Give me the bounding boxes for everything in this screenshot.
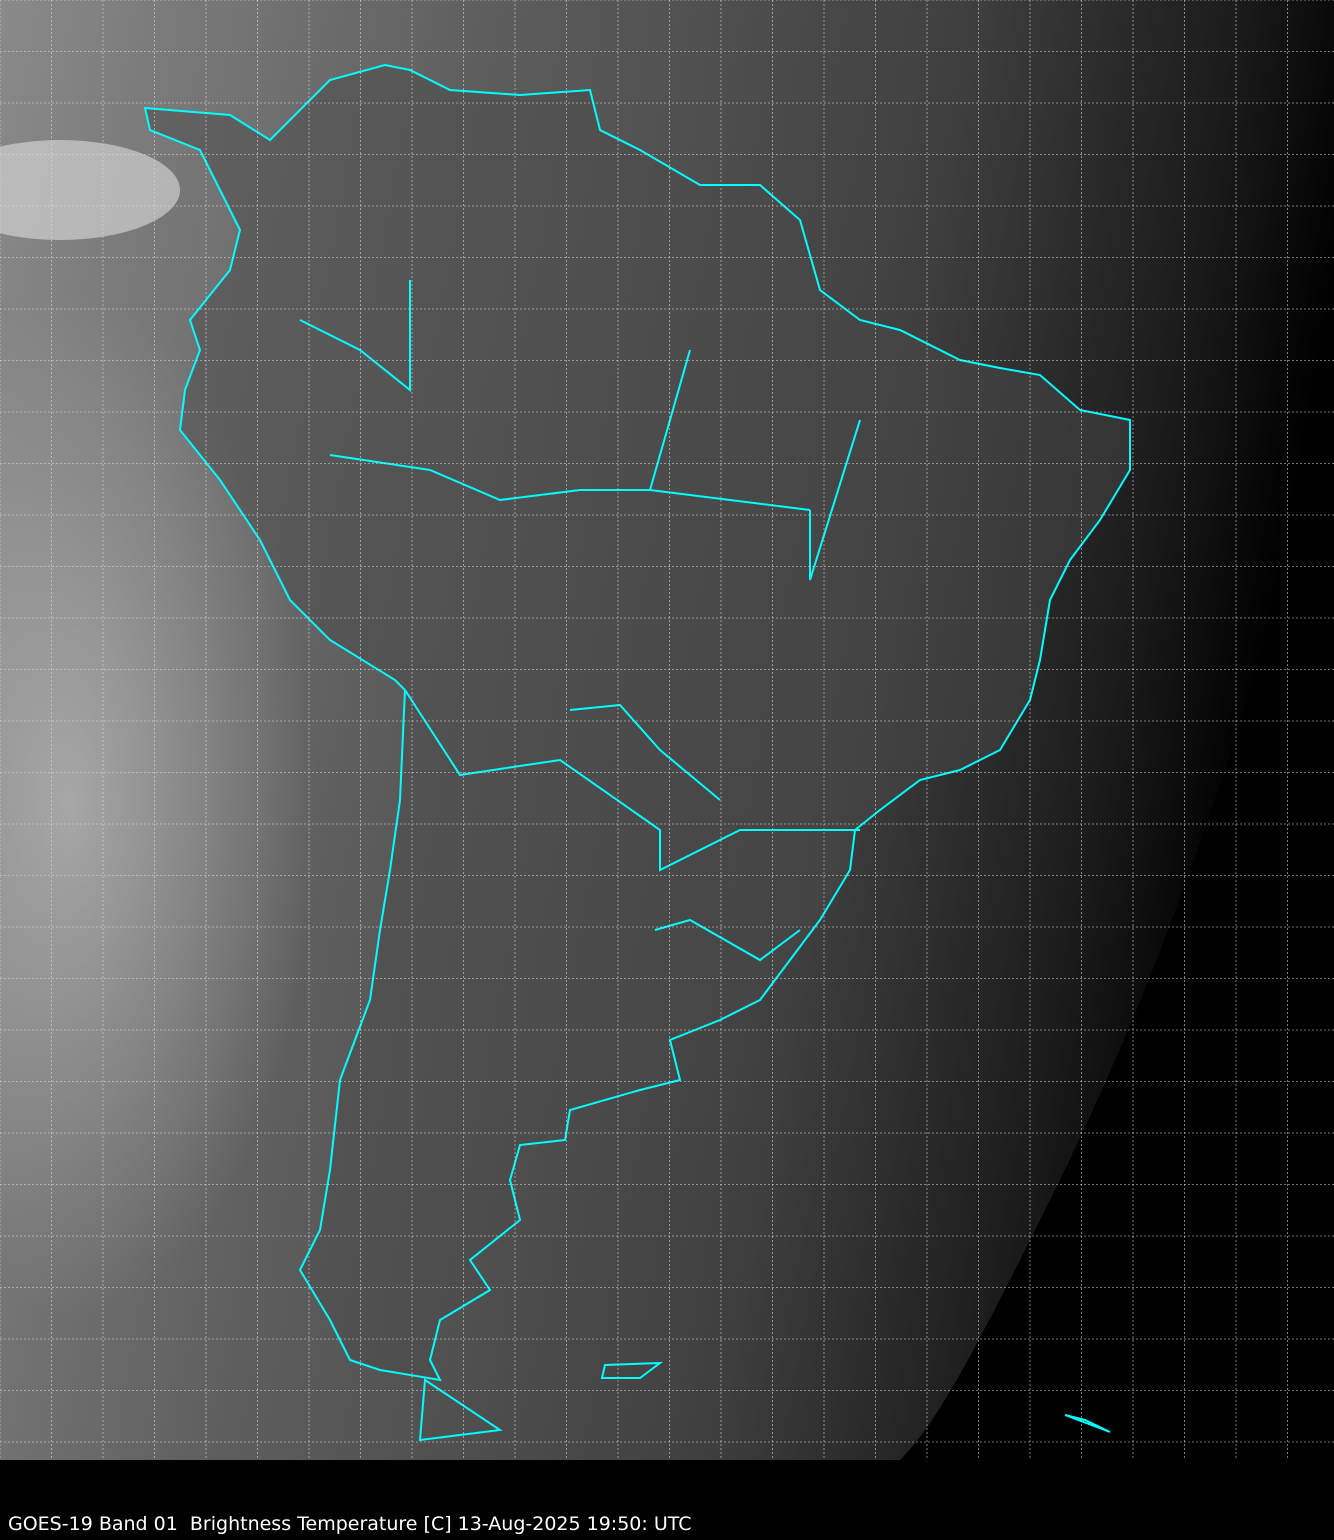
image-caption: GOES-19 Band 01 Brightness Temperature [… (8, 1513, 692, 1535)
cloud-mass (0, 140, 180, 240)
space-region (900, 380, 1334, 1460)
satellite-image (0, 0, 1334, 1460)
south-america-outline (143, 63, 1131, 1382)
lat-lon-grid (0, 0, 1334, 1460)
national-borders (299, 280, 1111, 1442)
